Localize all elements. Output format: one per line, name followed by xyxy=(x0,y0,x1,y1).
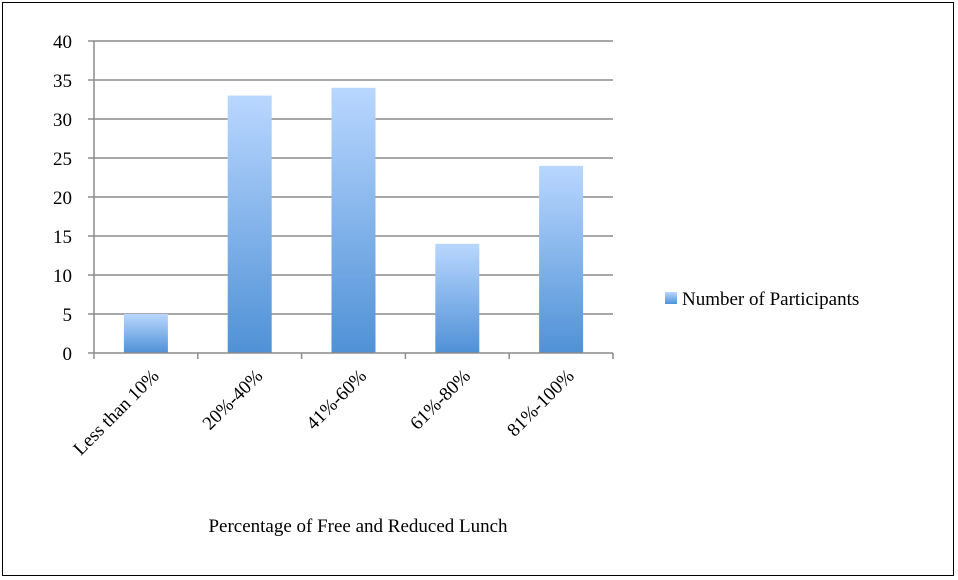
legend-swatch xyxy=(665,292,677,304)
x-tick-label: Less than 10% xyxy=(69,366,163,460)
x-tick-labels: Less than 10% 20%-40% 41%-60% 61%-80% 81%-10… xyxy=(69,366,578,460)
y-tick-labels: 0 5 10 15 20 25 30 35 40 xyxy=(53,32,72,365)
x-tick-label: 41%-60% xyxy=(302,366,371,435)
y-tick-label: 15 xyxy=(53,227,72,248)
bar xyxy=(227,95,272,353)
bars xyxy=(123,87,584,354)
x-tick-label: 61%-80% xyxy=(406,366,475,435)
y-tick-label: 0 xyxy=(63,344,73,365)
y-tick-label: 25 xyxy=(53,149,72,170)
legend: Number of Participants xyxy=(665,289,859,310)
bar xyxy=(435,243,480,353)
bar xyxy=(539,165,584,353)
y-tick-label: 10 xyxy=(53,266,72,287)
y-tick-label: 35 xyxy=(53,71,72,92)
axes xyxy=(88,40,614,359)
legend-label: Number of Participants xyxy=(682,289,859,310)
bar xyxy=(331,87,376,354)
x-axis-title: Percentage of Free and Reduced Lunch xyxy=(208,516,508,537)
y-tick-label: 5 xyxy=(63,305,73,326)
bar xyxy=(123,314,168,353)
y-tick-label: 20 xyxy=(53,188,72,209)
x-tick-label: 81%-100% xyxy=(503,366,578,441)
y-tick-label: 40 xyxy=(53,32,72,53)
y-tick-label: 30 xyxy=(53,110,72,131)
x-tick-label: 20%-40% xyxy=(199,366,268,435)
